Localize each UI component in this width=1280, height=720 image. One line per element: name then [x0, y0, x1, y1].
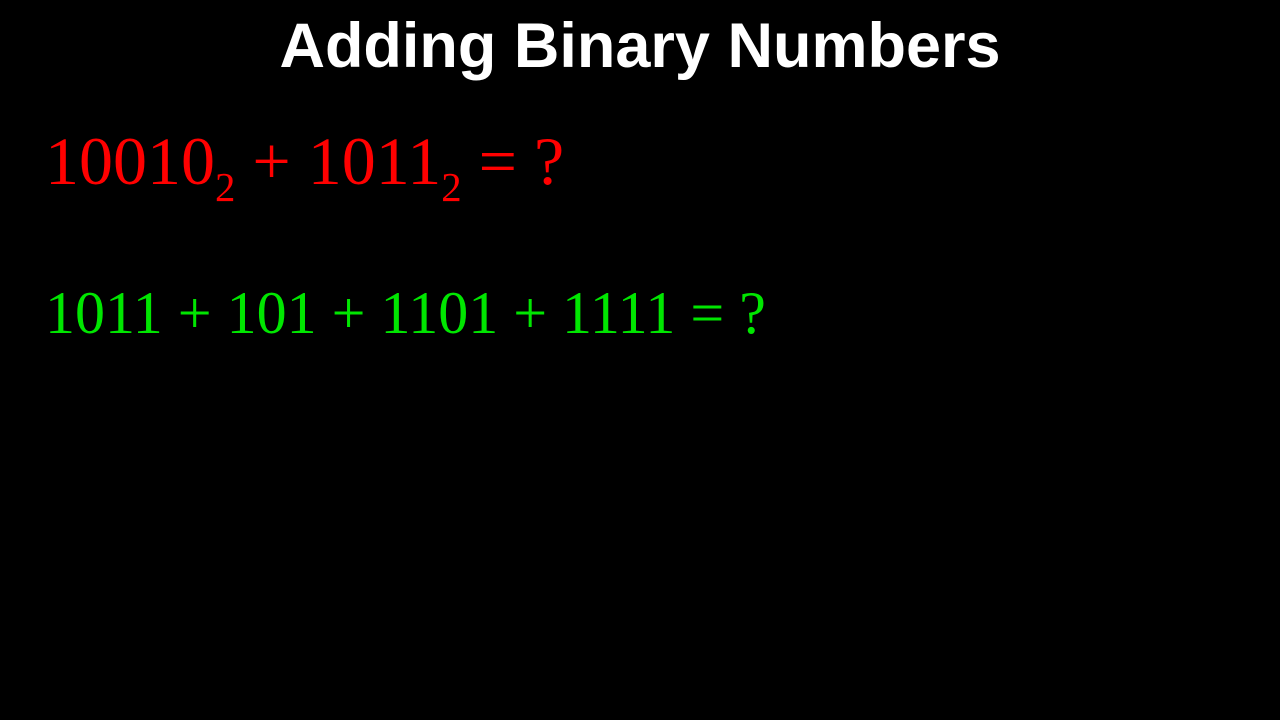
slide-container: Adding Binary Numbers 100102 + 10112 = ?…	[0, 0, 1280, 720]
eq1-sub2: 2	[441, 165, 461, 210]
slide-title: Adding Binary Numbers	[40, 10, 1240, 82]
eq1-plus: +	[235, 123, 307, 199]
eq1-eq: = ?	[462, 123, 565, 199]
eq1-num1: 10010	[45, 123, 215, 199]
equation-2: 1011 + 101 + 1101 + 1111 = ?	[40, 279, 1240, 348]
eq1-sub1: 2	[215, 165, 235, 210]
eq1-num2: 1011	[308, 123, 441, 199]
equation-1: 100102 + 10112 = ?	[40, 122, 1240, 209]
